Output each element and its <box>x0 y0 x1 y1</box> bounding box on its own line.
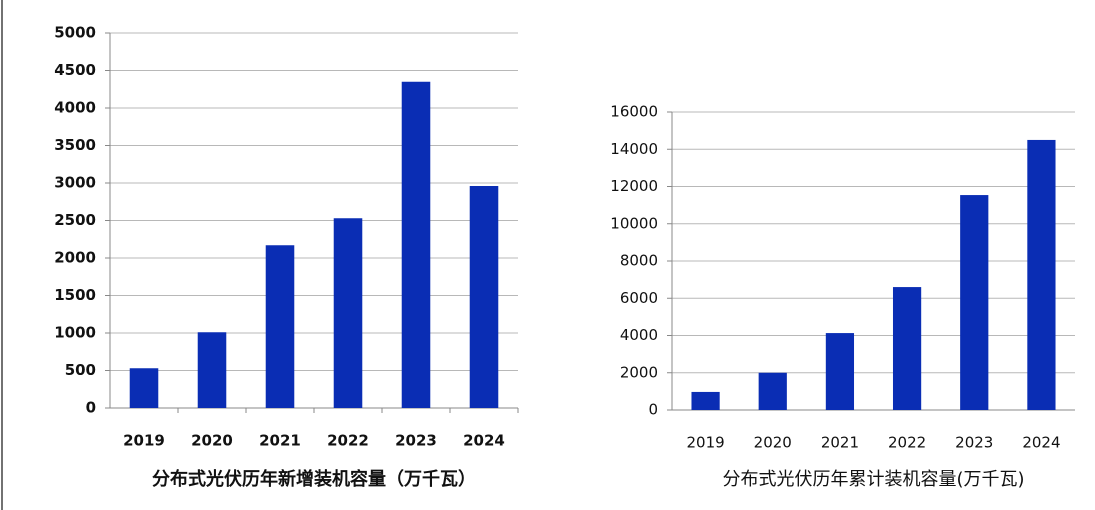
x-tick-label: 2023 <box>395 432 437 450</box>
y-tick-label: 4000 <box>54 99 96 117</box>
x-tick-label: 2024 <box>1022 434 1060 452</box>
y-tick-label: 1000 <box>54 324 96 342</box>
y-tick-label: 10000 <box>610 214 658 232</box>
x-tick-label: 2019 <box>686 434 724 452</box>
bar <box>333 218 363 408</box>
x-tick-label: 2021 <box>821 434 859 452</box>
x-tick-label: 2023 <box>955 434 993 452</box>
y-tick-label: 8000 <box>620 252 658 270</box>
x-tick-label: 2020 <box>191 432 233 450</box>
y-tick-label: 12000 <box>610 177 658 195</box>
y-tick-label: 4500 <box>54 61 96 79</box>
y-tick-label: 1500 <box>54 286 96 304</box>
chart-title: 分布式光伏历年新增装机容量（万千瓦） <box>152 468 476 490</box>
bar <box>401 81 431 408</box>
y-tick-label: 3000 <box>54 174 96 192</box>
y-tick-label: 2500 <box>54 211 96 229</box>
bar <box>197 332 227 408</box>
y-tick-label: 2000 <box>54 249 96 267</box>
y-tick-label: 16000 <box>610 103 658 121</box>
chart-title: 分布式光伏历年累计装机容量(万千瓦) <box>722 469 1024 490</box>
bar <box>960 195 989 410</box>
y-tick-label: 4000 <box>620 326 658 344</box>
bar <box>892 287 922 410</box>
y-tick-label: 0 <box>86 399 96 417</box>
bar <box>691 391 720 410</box>
bar <box>825 333 855 410</box>
bar <box>1027 139 1056 410</box>
bar <box>265 245 295 408</box>
y-tick-label: 0 <box>648 401 658 419</box>
bar <box>469 186 499 408</box>
y-tick-label: 5000 <box>54 24 96 42</box>
x-tick-label: 2022 <box>327 432 369 450</box>
bar <box>758 372 787 410</box>
y-tick-label: 14000 <box>610 140 658 158</box>
y-tick-label: 3500 <box>54 136 96 154</box>
bar <box>129 368 159 408</box>
y-tick-label: 6000 <box>620 289 658 307</box>
x-tick-label: 2019 <box>123 432 165 450</box>
x-tick-label: 2022 <box>888 434 926 452</box>
x-tick-label: 2021 <box>259 432 301 450</box>
y-tick-label: 500 <box>65 361 96 379</box>
y-tick-label: 2000 <box>620 363 658 381</box>
x-tick-label: 2020 <box>754 434 792 452</box>
x-tick-label: 2024 <box>463 432 505 450</box>
